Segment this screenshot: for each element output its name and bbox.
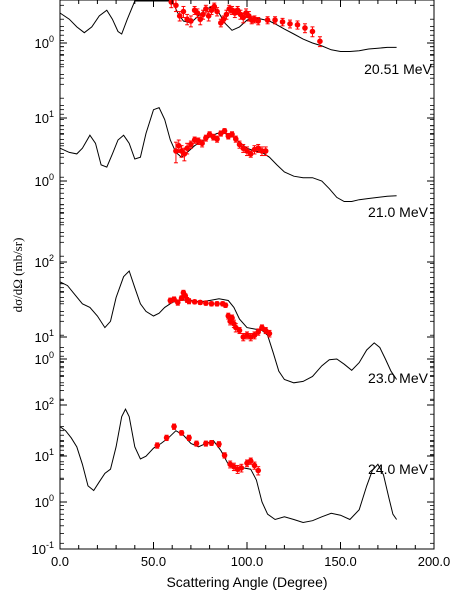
data-point [154,442,161,449]
y-tick-labels: 100 101 100 102 101 100 102 101 100 10-1 [32,34,54,557]
data-point [220,16,227,23]
data-point [178,430,185,436]
data-point [180,8,187,15]
data-point [199,140,205,147]
data-point [175,142,182,149]
energy-label: 20.51 MeV [364,61,432,77]
y-tick-label: 100 [35,493,54,510]
y-tick-label: 100 [35,172,54,189]
panel-0: 20.51 MeV [59,0,433,77]
data-point [232,136,239,142]
data-point [266,330,273,337]
energy-label: 21.0 MeV [368,204,429,220]
data-point [203,6,209,12]
energy-label: 24.0 MeV [368,461,429,477]
panel-1: 21.0 MeV [59,106,429,220]
panel-2: 23.0 MeV [59,270,429,386]
data-point [191,298,198,305]
data-point [317,38,323,45]
data-point [163,434,170,441]
theory-curve [59,106,397,202]
y-tick-label: 100 [35,350,54,367]
data-point [186,298,192,304]
x-ticks [59,0,435,549]
data-point [240,14,247,21]
data-point [272,17,278,23]
data-point [255,18,262,24]
data-point [203,440,209,447]
x-tick-label-0: 0.0 [51,554,69,569]
x-axis-title: Scattering Angle (Degree) [166,574,327,590]
x-tick-label-100: 100.0 [231,554,264,569]
data-point [247,151,254,157]
x-tick-label-50: 50.0 [141,554,166,569]
data-point [264,17,271,23]
data-point [262,148,269,154]
data-point [171,296,177,303]
data-point [188,141,194,148]
data-point [229,315,235,321]
data-point [208,440,215,446]
panel-3: 24.0 MeV [59,407,429,524]
data-point [262,327,269,334]
data-point [175,299,181,306]
data-point [236,141,243,148]
y-tick-label: 10-1 [32,540,54,557]
data-point [279,19,286,25]
y-tick-label: 100 [35,34,54,51]
data-point [234,7,241,14]
data-point [251,332,258,339]
theory-curve [59,270,398,384]
theory-curve [59,0,397,52]
data-point [208,300,215,307]
x-tick-label-150: 150.0 [324,554,357,569]
energy-label: 23.0 MeV [368,370,429,386]
data-point [173,2,179,9]
y-tick-label: 101 [35,447,54,464]
data-point [255,467,262,474]
x-tick-label-200: 200.0 [418,554,451,569]
data-point [186,434,192,441]
data-point [221,128,228,134]
y-tick-label: 102 [35,396,54,413]
data-point [197,16,204,23]
panels: 20.51 MeV 21.0 MeV 23.0 MeV 24.0 MeV [59,0,433,524]
data-point [214,8,220,15]
data-point [294,21,301,28]
data-point [203,300,209,306]
data-point [214,300,220,307]
data-point [236,327,243,334]
data-point [229,131,235,138]
data-point [255,329,262,335]
data-point [184,145,190,152]
data-point [171,423,177,430]
x-axis: 0.0 50.0 100.0 150.0 200.0 Scattering An… [51,554,450,590]
data-point [251,462,258,469]
data-point [244,148,250,154]
data-point [181,151,188,157]
data-point [247,458,254,464]
data-point [238,465,245,471]
data-point [287,20,293,27]
data-point [246,13,252,19]
data-point [176,13,183,19]
data-point [193,440,200,447]
data-point [222,302,229,308]
data-point [216,441,222,447]
y-tick-label: 101 [35,109,54,126]
data-point [197,299,204,306]
data-point [203,135,209,141]
data-point [214,136,220,142]
data-point [302,25,308,31]
data-point [211,3,218,10]
data-point [309,28,316,35]
y-tick-label: 102 [35,253,54,270]
y-axis-title: dσ/dΩ (mb/sr) [10,238,25,313]
data-point [188,18,194,24]
y-ticks [60,4,434,550]
y-tick-label: 101 [35,328,54,345]
data-point [221,452,228,459]
